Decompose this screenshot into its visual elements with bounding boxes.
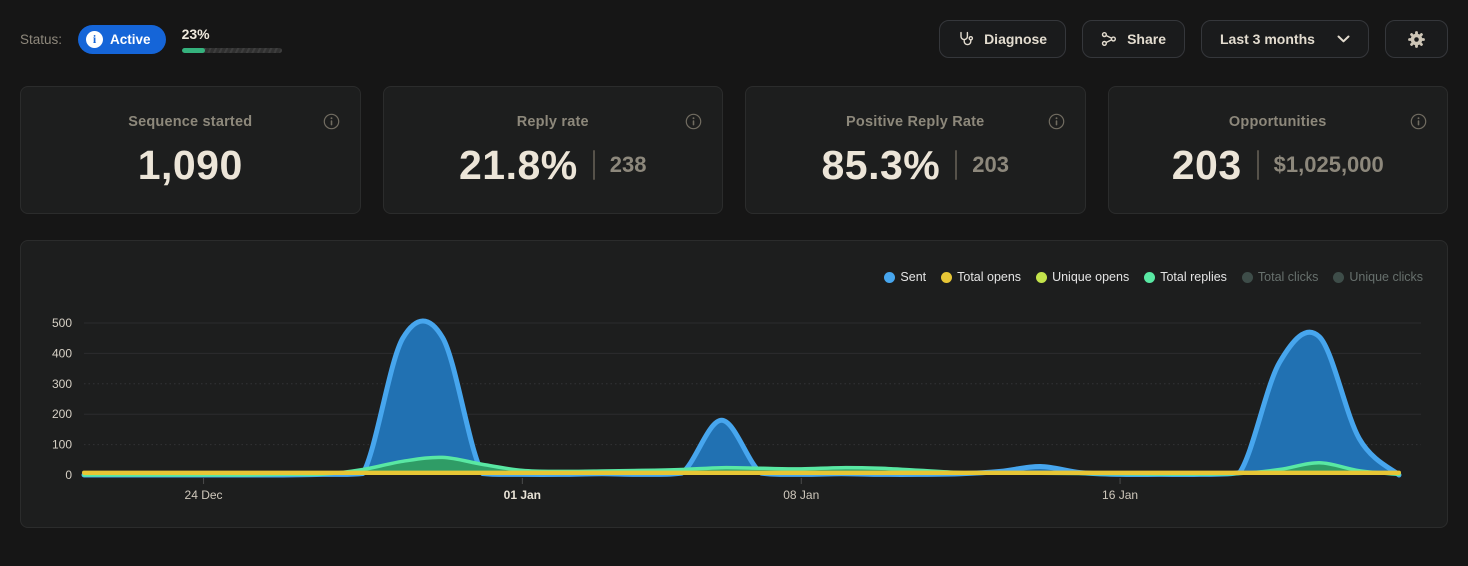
card-value: 1,090 [138, 142, 243, 189]
series-sent-area [84, 321, 1399, 475]
legend-item-total-replies[interactable]: Total replies [1144, 270, 1227, 284]
legend-label: Total clicks [1258, 270, 1318, 284]
legend-label: Total opens [957, 270, 1021, 284]
card-sequence-started: Sequence started 1,090 [20, 86, 361, 214]
legend-item-sent[interactable]: Sent [884, 270, 926, 284]
card-title: Reply rate [517, 114, 589, 130]
y-axis-label-300: 300 [52, 377, 72, 391]
card-title: Sequence started [128, 114, 252, 130]
status-label: Status: [20, 32, 62, 47]
chevron-down-icon [1337, 35, 1350, 43]
y-axis-label-0: 0 [65, 468, 72, 482]
unique-opens-dot [1036, 272, 1047, 283]
status-badge-label: Active [110, 32, 151, 47]
diagnose-button[interactable]: Diagnose [939, 20, 1066, 58]
unique-clicks-dot [1333, 272, 1344, 283]
status-badge[interactable]: i Active [78, 25, 166, 54]
card-secondary: $1,025,000 [1274, 152, 1384, 178]
gear-icon [1407, 30, 1426, 49]
progress-bar [182, 48, 282, 53]
stethoscope-icon [958, 31, 974, 47]
card-reply-rate: Reply rate 21.8% 238 [383, 86, 724, 214]
share-button[interactable]: Share [1082, 20, 1185, 58]
stat-cards: Sequence started 1,090 Reply rate 21.8% [20, 86, 1448, 214]
y-axis-label-500: 500 [52, 316, 72, 330]
top-bar: Status: i Active 23% [20, 16, 1448, 62]
legend-label: Sent [900, 270, 926, 284]
date-range-value: Last 3 months [1220, 31, 1315, 47]
total-replies-dot [1144, 272, 1155, 283]
legend-item-unique-opens[interactable]: Unique opens [1036, 270, 1129, 284]
legend-label: Unique opens [1052, 270, 1129, 284]
progress-percent: 23% [182, 26, 282, 42]
card-divider [955, 150, 957, 180]
total-clicks-dot [1242, 272, 1253, 283]
settings-button[interactable] [1385, 20, 1448, 58]
legend-item-total-clicks[interactable]: Total clicks [1242, 270, 1318, 284]
legend-label: Total replies [1160, 270, 1227, 284]
card-secondary: 203 [972, 152, 1009, 178]
card-opportunities: Opportunities 203 $1,025,000 [1108, 86, 1449, 214]
share-label: Share [1127, 31, 1166, 47]
dashboard: Status: i Active 23% [0, 16, 1468, 528]
card-value: 85.3% [822, 142, 941, 189]
card-divider [593, 150, 595, 180]
share-icon [1101, 31, 1117, 47]
legend-item-total-opens[interactable]: Total opens [941, 270, 1021, 284]
status-group: Status: i Active 23% [20, 25, 282, 54]
y-axis-label-200: 200 [52, 407, 72, 421]
card-divider [1257, 150, 1259, 180]
card-secondary: 238 [610, 152, 647, 178]
sent-dot [884, 272, 895, 283]
x-axis-label-01-Jan: 01 Jan [504, 488, 541, 502]
card-positive-reply-rate: Positive Reply Rate 85.3% 203 [745, 86, 1086, 214]
info-icon[interactable] [323, 113, 340, 130]
y-axis-label-400: 400 [52, 346, 72, 360]
legend-label: Unique clicks [1349, 270, 1423, 284]
y-axis-label-100: 100 [52, 438, 72, 452]
total-opens-dot [941, 272, 952, 283]
x-axis-label-24-Dec: 24 Dec [185, 488, 223, 502]
legend-item-unique-clicks[interactable]: Unique clicks [1333, 270, 1423, 284]
x-axis-label-16-Jan: 16 Jan [1102, 488, 1138, 502]
diagnose-label: Diagnose [984, 31, 1047, 47]
top-actions: Diagnose Share Last 3 months [939, 20, 1448, 58]
progress-group: 23% [182, 26, 282, 53]
info-icon[interactable] [685, 113, 702, 130]
info-icon[interactable] [1410, 113, 1427, 130]
card-title: Positive Reply Rate [846, 114, 984, 130]
chart-legend: Sent Total opens Unique opens Total replies… [884, 270, 1423, 284]
x-axis-label-08-Jan: 08 Jan [783, 488, 819, 502]
card-value: 203 [1172, 142, 1242, 189]
date-range-select[interactable]: Last 3 months [1201, 20, 1369, 58]
info-icon[interactable] [1048, 113, 1065, 130]
chart-panel: Sent Total opens Unique opens Total replies… [20, 240, 1448, 528]
info-icon: i [86, 31, 103, 48]
progress-bar-fill [182, 48, 205, 53]
card-value: 21.8% [459, 142, 578, 189]
card-title: Opportunities [1229, 114, 1327, 130]
